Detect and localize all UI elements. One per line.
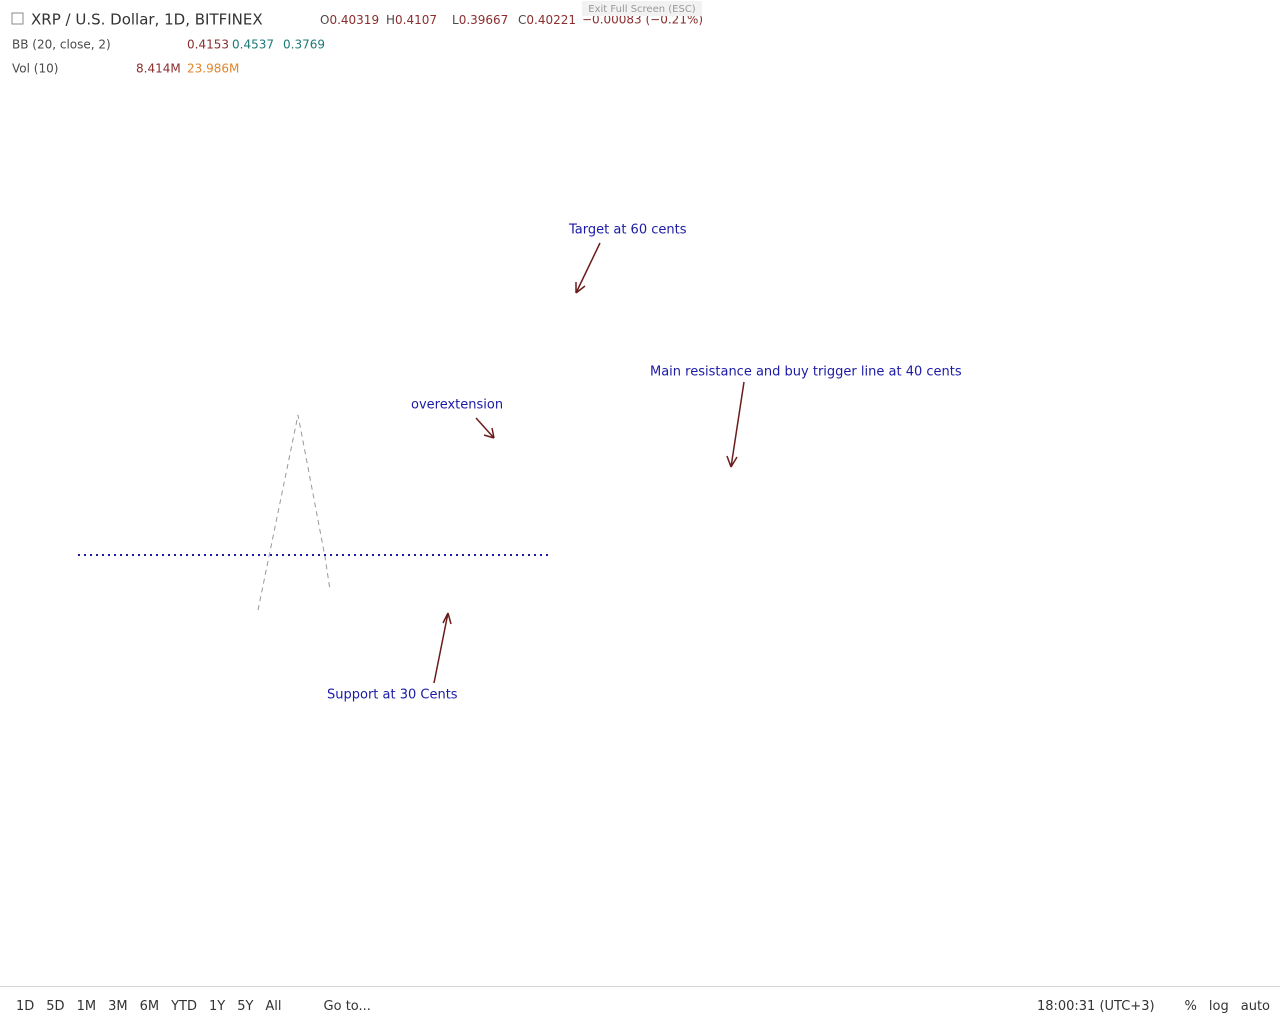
ohlc-value: 0.40319 (329, 13, 379, 27)
range-button[interactable]: 1Y (208, 998, 226, 1014)
range-button[interactable]: 5Y (237, 998, 254, 1014)
range-button[interactable]: All (265, 998, 282, 1014)
annotation: Target at 60 cents (568, 223, 687, 238)
range-button[interactable]: YTD (171, 998, 197, 1014)
clock: 18:00:31 (UTC+3) (1036, 998, 1155, 1014)
bb-basis: 0.4153 (187, 38, 229, 52)
zigzag-drawing (257, 414, 331, 611)
ohlc-value: 0.39667 (459, 13, 509, 27)
range-button[interactable]: 1D (16, 998, 35, 1014)
bb-upper: 0.4537 (232, 38, 274, 52)
arrows (433, 242, 745, 684)
goto[interactable]: Go to... (323, 998, 371, 1014)
bb-lower: 0.3769 (283, 38, 325, 52)
annotation: Support at 30 Cents (327, 688, 458, 703)
range-button[interactable]: 1M (76, 998, 97, 1014)
exit-fullscreen-label[interactable]: Exit Full Screen (ESC) (588, 4, 696, 15)
vol-ma: 23.986M (187, 62, 239, 76)
collapse-icon[interactable] (11, 12, 24, 25)
log-toggle[interactable]: log (1208, 998, 1229, 1014)
ohlc-o: O0.40319 (320, 13, 379, 27)
range-button[interactable]: 5D (46, 998, 65, 1014)
bottom-toolbar: 1D 5D 1M 3M 6M YTD 1Y 5Y All Go to... 18:00:31 (… (0, 986, 1280, 1025)
vol-value: 8.414M (136, 62, 181, 76)
annotation: overextension (411, 398, 503, 413)
vol-label: Vol (10) (12, 62, 58, 76)
symbol-title: XRP / U.S. Dollar, 1D, BITFINEX (31, 11, 263, 29)
range-button[interactable]: 3M (108, 998, 128, 1014)
ohlc-l: L0.39667 (452, 13, 508, 27)
annotation: Main resistance and buy trigger line at … (650, 365, 962, 380)
ohlc-h: H0.4107 (386, 13, 437, 27)
range-buttons: 1D 5D 1M 3M 6M YTD 1Y 5Y All (10, 999, 288, 1014)
bb-label: BB (20, close, 2) (12, 38, 111, 52)
chart: Target at 60 cents Main resistance and b… (11, 1, 962, 703)
range-button[interactable]: 6M (139, 998, 160, 1014)
exit-fullscreen[interactable] (582, 1, 702, 16)
ohlc-c: C0.40221 (518, 13, 576, 27)
percent-toggle[interactable]: % (1184, 998, 1197, 1014)
ohlc-value: 0.40221 (526, 13, 576, 27)
ohlc-value: 0.4107 (395, 13, 437, 27)
auto-toggle[interactable]: auto (1240, 998, 1270, 1014)
